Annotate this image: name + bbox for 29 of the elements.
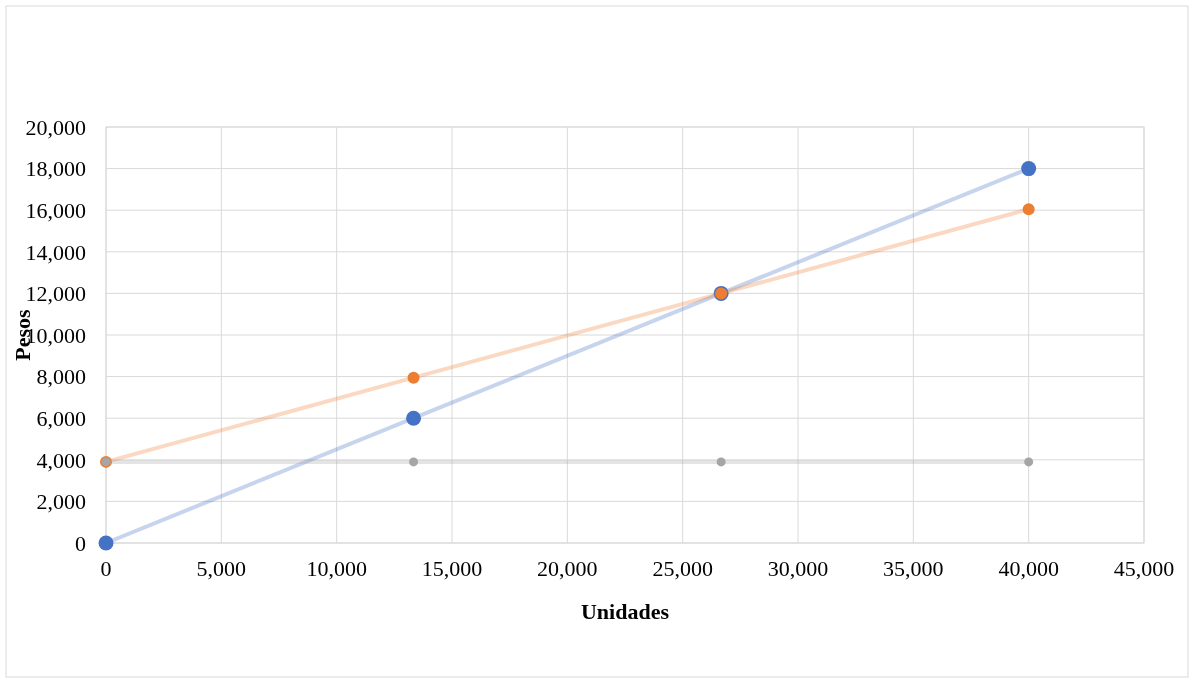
y-tick-label: 20,000 xyxy=(25,114,86,140)
x-tick-label: 0 xyxy=(100,556,112,581)
y-tick-label: 4,000 xyxy=(36,447,86,473)
y-tick-label: 6,000 xyxy=(36,405,86,431)
point xyxy=(1021,161,1037,177)
point xyxy=(407,371,420,384)
y-tick-label: 0 xyxy=(75,530,86,556)
x-tick-label: 15,000 xyxy=(421,556,483,581)
point xyxy=(406,410,422,426)
point xyxy=(716,457,726,467)
x-tick-label: 30,000 xyxy=(767,556,829,581)
x-tick-label: 35,000 xyxy=(883,556,944,581)
x-tick-label: 5,000 xyxy=(196,556,247,581)
x-axis-title: Unidades xyxy=(580,599,670,624)
y-tick-label: 12,000 xyxy=(25,281,86,307)
y-tick-label: 14,000 xyxy=(25,239,86,265)
point xyxy=(1022,203,1035,216)
y-tick-label: 18,000 xyxy=(25,156,86,182)
x-tick-label: 25,000 xyxy=(652,556,713,581)
y-tick-label: 8,000 xyxy=(36,364,86,390)
point xyxy=(1024,457,1034,467)
x-tick-label: 40,000 xyxy=(998,556,1059,581)
x-tick-label: 10,000 xyxy=(306,556,367,581)
x-tick-label: 45,000 xyxy=(1113,556,1175,581)
x-tick-label: 20,000 xyxy=(537,556,598,581)
y-tick-label: 16,000 xyxy=(25,197,86,223)
point xyxy=(98,535,114,551)
y-tick-label: 2,000 xyxy=(36,489,86,515)
point xyxy=(409,457,419,467)
